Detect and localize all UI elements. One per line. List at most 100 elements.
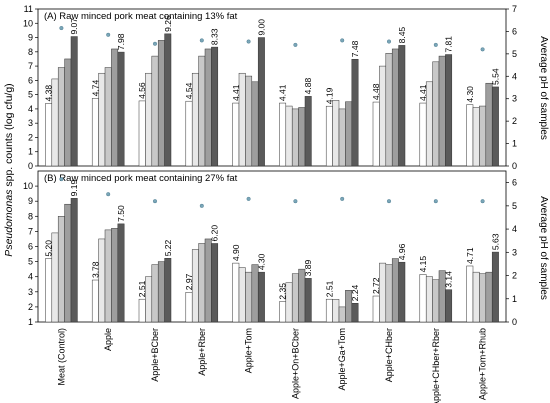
bar xyxy=(445,54,453,167)
bar xyxy=(372,295,380,323)
y-tick-label-b: 5 xyxy=(28,257,33,267)
y-tick-label-b: 9 xyxy=(28,196,33,206)
ph-marker xyxy=(59,177,64,182)
ph-marker xyxy=(199,38,204,43)
bar-value-label: 9.07 xyxy=(69,18,79,35)
ph-marker xyxy=(199,203,204,208)
x-category-label: Apple+On+BCber xyxy=(290,328,300,399)
bar xyxy=(419,102,427,167)
bar xyxy=(391,258,399,323)
bar xyxy=(232,262,240,323)
y-tick-label-a: 5 xyxy=(28,90,33,100)
y-axis-right-label-b: Average pH of samples xyxy=(538,196,549,300)
bar-value-label: 3.14 xyxy=(444,271,454,288)
bar-value-label: 5.20 xyxy=(44,240,54,257)
y-tick-label-b: 3 xyxy=(28,287,33,297)
bar xyxy=(251,264,259,323)
bar-value-label: 4.41 xyxy=(418,84,428,101)
bar xyxy=(57,216,65,323)
ph-marker xyxy=(387,199,392,204)
bar xyxy=(304,278,312,323)
bar xyxy=(285,105,293,167)
y2-tick-label-a: 4 xyxy=(512,71,517,81)
y-tick-label-a: 11 xyxy=(24,4,33,14)
bar xyxy=(491,86,499,167)
bar-value-label: 4.88 xyxy=(303,78,313,95)
y-tick-label-a: 3 xyxy=(28,118,33,128)
bar-value-label: 8.45 xyxy=(397,27,407,44)
bar xyxy=(385,52,393,167)
bar xyxy=(117,223,125,323)
bar-value-label: 2.51 xyxy=(137,280,147,297)
bar-value-label: 3.89 xyxy=(303,260,313,277)
bar xyxy=(485,271,493,323)
ph-marker xyxy=(293,42,298,47)
bar-value-label: 4.15 xyxy=(418,256,428,273)
x-category-label: Apple+CHber+Rber xyxy=(431,328,441,403)
y-tick-label-b: 7 xyxy=(28,226,33,236)
bar-value-label: 5.54 xyxy=(490,68,500,85)
y-tick-label-a: 8 xyxy=(28,47,33,57)
y-axis-left-label: Pseudomonas spp. counts (log cfu/g) xyxy=(3,83,15,256)
bar xyxy=(279,102,287,167)
y2-tick-label-b: 2 xyxy=(512,271,517,281)
bar xyxy=(64,58,72,167)
panel-title-b: (B) Raw minced pork meat containing 27% … xyxy=(44,173,238,184)
bar xyxy=(398,261,406,323)
bar xyxy=(198,243,206,323)
ph-marker xyxy=(480,199,485,204)
bar xyxy=(232,102,240,167)
bar xyxy=(479,105,487,167)
bar xyxy=(151,264,159,323)
bar-value-label: 5.63 xyxy=(490,233,500,250)
bar-value-label: 4.54 xyxy=(184,82,194,99)
ph-marker xyxy=(387,39,392,44)
bar xyxy=(472,107,480,167)
bar xyxy=(111,228,119,323)
bar xyxy=(185,292,193,323)
bar xyxy=(325,298,333,323)
bar xyxy=(491,251,499,323)
bar xyxy=(104,229,112,323)
y-tick-label-a: 9 xyxy=(28,33,33,43)
bar xyxy=(432,279,440,323)
bar-value-label: 4.30 xyxy=(465,86,475,103)
bar xyxy=(138,100,146,167)
bar xyxy=(211,46,219,167)
y2-tick-label-b: 0 xyxy=(512,317,517,327)
bar-value-label: 4.38 xyxy=(44,85,54,102)
bar xyxy=(185,100,193,167)
bar xyxy=(372,101,380,167)
ph-marker xyxy=(433,42,438,47)
bar xyxy=(164,258,172,323)
bar-value-label: 4.96 xyxy=(397,243,407,260)
y2-tick-label-a: 3 xyxy=(512,94,517,104)
bar-value-label: 7.48 xyxy=(350,40,360,57)
y-tick-label-b: 4 xyxy=(28,272,33,282)
x-category-label: Apple+BCber xyxy=(150,328,160,382)
bar-value-label: 2.97 xyxy=(184,273,194,290)
bar xyxy=(432,61,440,167)
y-tick-label-b: 10 xyxy=(23,181,33,191)
bar xyxy=(351,303,359,323)
bar-value-label: 4.30 xyxy=(256,253,266,270)
bar-value-label: 7.50 xyxy=(116,205,126,222)
y2-tick-label-a: 2 xyxy=(512,116,517,126)
panel-a: 0 1 2 3 4 5 6 7 8 9 10 11 0 1 2 3 4 5 6 7 (A) Raw minced por… xyxy=(23,4,517,171)
y-axis-right-label-a: Average pH of samples xyxy=(538,36,549,140)
bar xyxy=(291,108,299,167)
ph-marker xyxy=(59,26,64,31)
plot-frame-a xyxy=(37,8,507,167)
bar xyxy=(45,103,53,167)
ph-marker xyxy=(246,196,251,201)
bar xyxy=(257,37,265,167)
bar xyxy=(245,271,253,323)
bar xyxy=(291,273,299,323)
bar xyxy=(57,67,65,167)
x-category-label: Apple+Tom+Rhub xyxy=(478,328,488,400)
bar xyxy=(279,301,287,323)
panel-title-a: (A) Raw minced pork meat containing 13% … xyxy=(44,11,238,22)
bar xyxy=(245,75,253,167)
bar xyxy=(466,265,474,323)
